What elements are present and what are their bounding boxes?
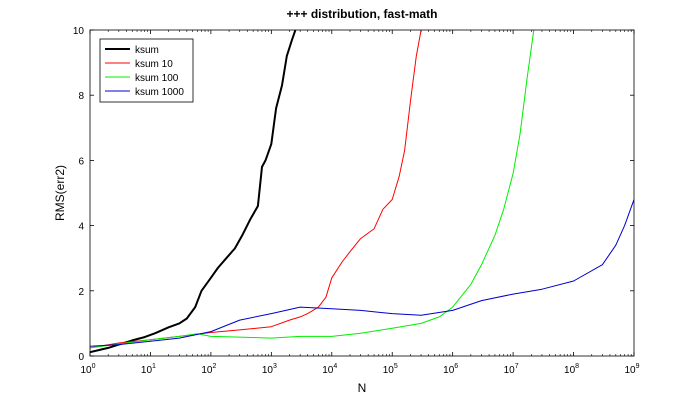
y-tick-label-5: 10 [73, 26, 85, 37]
x-tick-label-4: 104 [322, 363, 337, 376]
legend-label-1: ksum 10 [135, 59, 173, 70]
x-tick-label-6: 106 [443, 363, 458, 376]
x-axis-label: N [358, 381, 367, 395]
series-line-2 [90, 30, 535, 349]
x-tick-label-0: 100 [80, 363, 95, 376]
y-tick-label-2: 4 [78, 222, 84, 233]
x-tick-label-5: 105 [383, 363, 398, 376]
legend-label-2: ksum 100 [135, 73, 179, 84]
y-tick-label-4: 8 [78, 91, 84, 102]
legend: ksum ksum 10 ksum 100 ksum 1000 [99, 38, 194, 103]
plot-frame [89, 29, 635, 357]
series-line-0 [90, 30, 297, 354]
x-tick-label-3: 103 [262, 363, 277, 376]
plot-area: 100 101 102 103 104 105 106 107 108 109 0 2 4 6 8 10 ksu… [73, 26, 640, 376]
y-tick-label-3: 6 [78, 156, 84, 167]
y-axis-label: RMS(err2) [53, 165, 67, 221]
series-line-3 [90, 199, 634, 347]
y-tick-label-0: 0 [78, 352, 84, 363]
legend-label-3: ksum 1000 [135, 87, 184, 98]
legend-label-0: ksum [135, 45, 159, 56]
chart-title: +++ distribution, fast-math [286, 7, 437, 21]
y-tick-label-1: 2 [78, 287, 84, 298]
x-tick-label-9: 109 [624, 363, 639, 376]
x-tick-label-8: 108 [564, 363, 579, 376]
x-tick-label-1: 101 [141, 363, 156, 376]
x-tick-label-7: 107 [504, 363, 519, 376]
x-tick-label-2: 102 [201, 363, 216, 376]
